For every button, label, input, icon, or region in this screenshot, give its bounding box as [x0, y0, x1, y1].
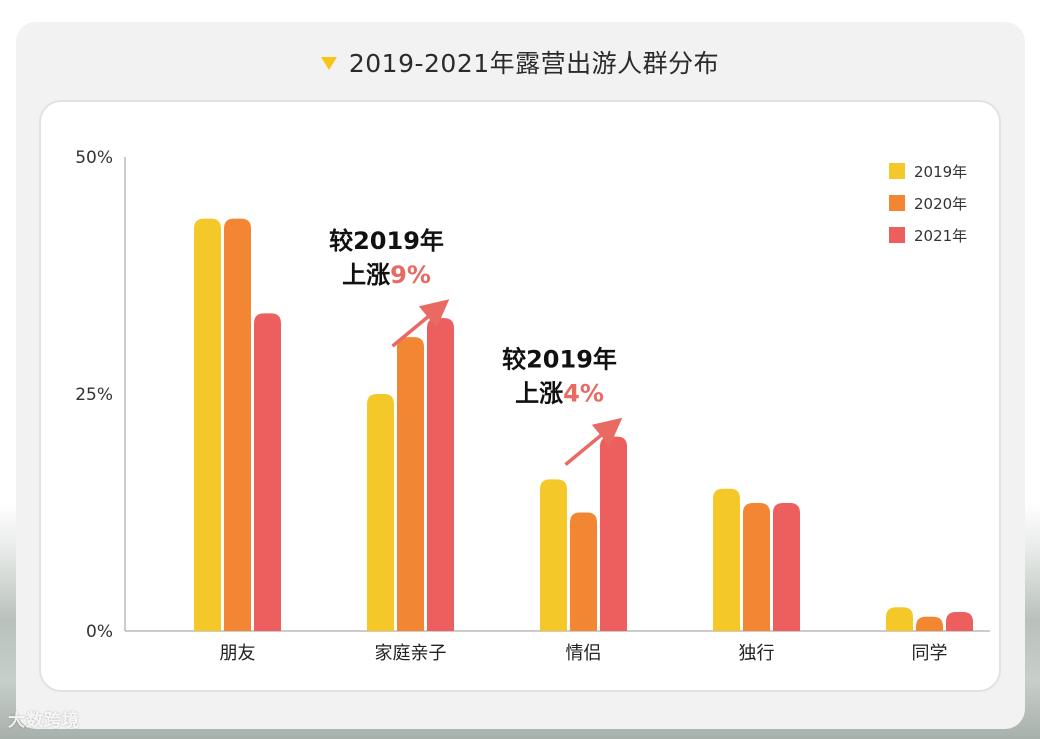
bar: [224, 218, 251, 631]
bar: [194, 218, 221, 631]
bar: [743, 503, 770, 631]
x-category-label: 同学: [912, 643, 948, 664]
bar: [886, 607, 913, 631]
y-tick-label: 50%: [75, 148, 113, 168]
x-category-label: 家庭亲子: [375, 643, 447, 664]
bar: [916, 616, 943, 631]
title-row: 2019-2021年露营出游人群分布: [0, 44, 1040, 80]
bar: [946, 612, 973, 631]
bar: [713, 488, 740, 631]
y-tick-label: 0%: [86, 622, 113, 642]
annotation-pct: 9%: [390, 261, 431, 289]
legend-label: 2019年: [914, 163, 967, 181]
annotation-line1: 较2019年: [329, 227, 444, 255]
watermark: 大数跨境: [8, 711, 80, 731]
x-category-label: 独行: [739, 643, 775, 664]
annotation-line2: 上涨4%: [515, 380, 604, 408]
chart-title: 2019-2021年露营出游人群分布: [348, 49, 720, 78]
y-tick-label: 25%: [75, 385, 113, 405]
annotation-line2: 上涨9%: [342, 261, 431, 289]
legend-swatch: [889, 163, 905, 179]
bar: [600, 436, 627, 631]
bar: [427, 318, 454, 631]
annotation-prefix: 上涨: [342, 261, 390, 289]
bar: [540, 479, 567, 631]
legend-label: 2020年: [914, 195, 967, 213]
trend-arrow: [564, 417, 623, 467]
triangle-down-icon: [320, 56, 337, 70]
bar: [254, 313, 281, 631]
bar: [367, 394, 394, 631]
legend-swatch: [889, 195, 905, 211]
x-category-label: 朋友: [220, 643, 256, 664]
annotation-pct: 4%: [563, 380, 604, 408]
legend-label: 2021年: [914, 227, 967, 245]
x-category-label: 情侣: [566, 643, 602, 664]
annotation-line1: 较2019年: [502, 346, 617, 374]
annotation-prefix: 上涨: [515, 380, 563, 408]
bar: [773, 503, 800, 631]
bar: [570, 512, 597, 631]
legend-swatch: [889, 227, 905, 243]
trend-arrow: [391, 299, 450, 348]
bar: [397, 337, 424, 631]
